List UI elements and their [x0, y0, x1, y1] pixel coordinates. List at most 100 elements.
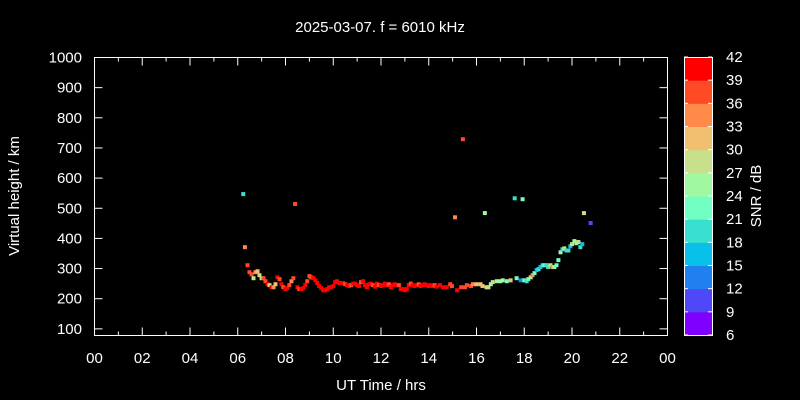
colorbar-tick-label: 18: [726, 234, 743, 251]
colorbar-band: [684, 80, 712, 104]
colorbar-tick-label: 21: [726, 211, 743, 228]
x-tick-label: 16: [468, 350, 485, 367]
data-point: [281, 285, 286, 290]
y-tick-label: 500: [57, 200, 82, 217]
data-point: [449, 284, 454, 289]
data-point: [396, 283, 401, 288]
data-point: [352, 281, 357, 286]
data-point: [261, 276, 266, 281]
data-point: [323, 288, 328, 293]
data-point: [388, 285, 393, 290]
data-point: [418, 284, 423, 289]
colorbar-tick-label: 15: [726, 258, 743, 275]
x-tick-label: 22: [611, 350, 628, 367]
colorbar-tick-label: 33: [726, 119, 743, 136]
data-point: [524, 279, 529, 284]
data-point: [329, 285, 334, 290]
y-tick-label: 600: [57, 170, 82, 187]
data-point: [424, 283, 429, 288]
data-point: [500, 278, 505, 283]
data-point: [568, 244, 573, 249]
data-point: [441, 285, 446, 290]
y-tick-label: 200: [57, 291, 82, 308]
data-point: [460, 137, 465, 142]
data-point: [303, 283, 308, 288]
data-point: [480, 284, 485, 289]
data-point: [317, 284, 322, 289]
data-point: [273, 282, 278, 287]
data-point: [361, 279, 366, 284]
data-point: [358, 280, 363, 285]
colorbar-tick-label: 6: [726, 327, 734, 344]
data-point: [522, 278, 527, 283]
chart-title: 2025-03-07. f = 6010 kHz: [295, 19, 465, 36]
data-point: [404, 287, 409, 292]
data-point: [532, 271, 537, 276]
colorbar-tick-label: 12: [726, 281, 743, 298]
data-point: [474, 282, 479, 287]
data-point: [526, 277, 531, 282]
data-point: [459, 285, 464, 290]
data-point: [494, 279, 499, 284]
x-tick-label: 04: [182, 350, 199, 367]
data-point: [455, 288, 460, 293]
data-point: [263, 279, 268, 284]
data-point: [285, 286, 290, 291]
data-point: [341, 281, 346, 286]
data-point: [364, 285, 369, 290]
data-point: [514, 276, 519, 281]
colorbar-band: [684, 126, 712, 151]
data-point: [486, 285, 491, 290]
data-point: [255, 269, 260, 274]
colorbar-band: [684, 196, 712, 220]
data-point: [556, 258, 561, 263]
data-point: [279, 282, 284, 287]
data-point: [470, 282, 475, 287]
colorbar-band: [684, 57, 712, 81]
y-tick-label: 100: [57, 321, 82, 338]
x-axis-label: UT Time / hrs: [336, 377, 426, 394]
data-point: [488, 282, 493, 287]
y-tick-label: 300: [57, 261, 82, 278]
data-point: [554, 263, 559, 268]
data-point: [382, 281, 387, 286]
y-tick-label: 900: [57, 80, 82, 97]
x-tick-label: 00: [86, 350, 103, 367]
data-point: [530, 273, 535, 278]
data-point: [588, 221, 593, 226]
data-point: [412, 284, 417, 289]
data-point: [434, 284, 439, 289]
colorbar-label: SNR / dB: [748, 165, 765, 228]
data-point: [242, 245, 247, 250]
data-point: [394, 283, 399, 288]
y-tick-label: 1000: [49, 50, 82, 67]
data-point: [241, 192, 246, 197]
colorbar-tick-label: 36: [726, 95, 743, 112]
data-point: [463, 285, 468, 290]
colorbar-band: [684, 265, 712, 290]
data-point: [482, 211, 487, 216]
data-point: [277, 277, 282, 282]
data-point: [536, 267, 541, 272]
data-point: [247, 270, 252, 275]
data-point: [580, 242, 585, 247]
x-tick-label: 02: [134, 350, 151, 367]
x-axis: 00 02 04 06 08 10 12 14 16 18 20 22 00: [86, 57, 676, 367]
data-point: [570, 242, 574, 247]
data-point: [335, 279, 340, 284]
data-point: [453, 215, 458, 220]
y-axis: 100 200 300 400 500 600 700 800 900 1000: [49, 50, 668, 338]
data-point: [331, 284, 336, 289]
data-point: [293, 202, 298, 207]
data-point: [253, 270, 258, 275]
data-point: [562, 246, 567, 251]
data-point: [271, 285, 276, 290]
data-point: [315, 281, 320, 286]
data-point: [581, 211, 586, 216]
colorbar-tick-label: 27: [726, 165, 743, 182]
colorbar-tick-label: 39: [726, 72, 743, 89]
data-point: [249, 272, 254, 277]
data-point: [287, 283, 292, 288]
colorbar-tick-label: 42: [726, 49, 743, 66]
data-point: [538, 265, 543, 270]
